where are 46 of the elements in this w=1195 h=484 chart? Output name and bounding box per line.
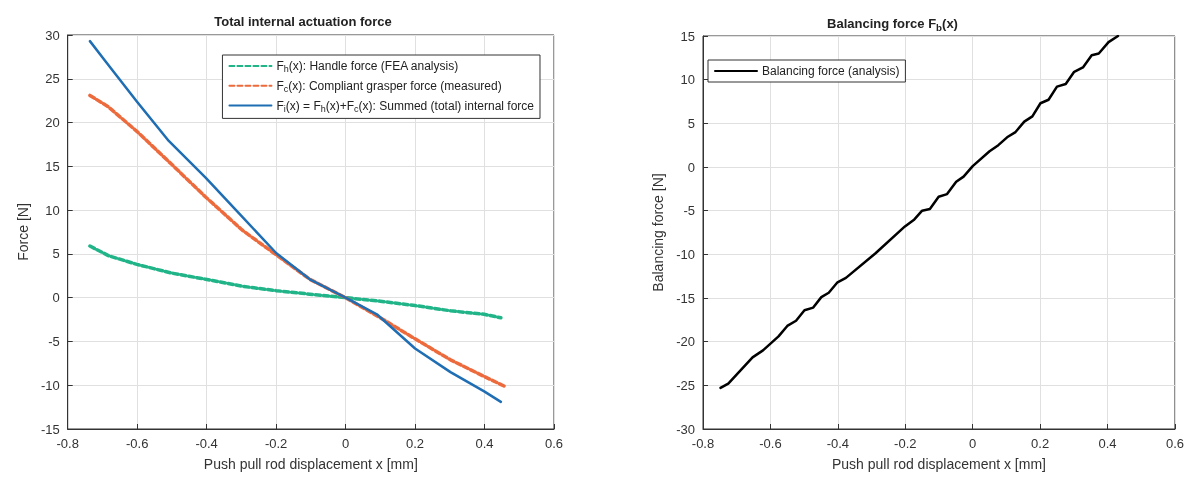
line-series <box>719 34 1120 390</box>
x-tick-label: 0.6 <box>544 436 564 451</box>
y-axis-title: Force [N] <box>15 203 31 261</box>
line-series <box>88 244 503 320</box>
y-tick-label: -30 <box>676 421 695 437</box>
line-series <box>88 93 508 389</box>
y-tick-label: 10 <box>45 202 60 218</box>
y-tick-label: 15 <box>680 28 695 44</box>
x-axis-title: Push pull rod displacement x [mm] <box>831 456 1046 472</box>
y-axis-title: Balancing force [N] <box>650 173 667 292</box>
x-tick-label: -0.6 <box>125 436 149 451</box>
y-tick-label: 15 <box>45 158 60 174</box>
line-series <box>88 39 503 404</box>
y-tick-label: -20 <box>676 334 695 350</box>
y-tick-label: 30 <box>45 27 60 43</box>
x-tick-label: -0.4 <box>826 436 850 451</box>
x-tick-label: -0.2 <box>264 436 288 451</box>
y-tick-label: -5 <box>683 203 695 219</box>
y-tick-label: 5 <box>687 115 695 131</box>
legend-label: Balancing force (analysis) <box>762 64 900 78</box>
y-tick-label: -5 <box>48 333 60 349</box>
x-tick-label: 0.2 <box>1031 436 1050 451</box>
y-tick-label: 25 <box>45 71 60 87</box>
y-tick-label: -25 <box>676 377 695 393</box>
x-axis-title: Push pull rod displacement x [mm] <box>203 456 418 472</box>
x-tick-label: -0.8 <box>56 436 79 451</box>
x-tick-label: -0.4 <box>195 436 218 451</box>
y-tick-label: 0 <box>687 159 695 175</box>
x-tick-label: 0 <box>969 436 977 451</box>
x-tick-label: -0.6 <box>759 436 782 451</box>
y-tick-label: 20 <box>45 115 60 131</box>
x-tick-label: 0.4 <box>1098 436 1117 451</box>
x-tick-label: 0.6 <box>1165 436 1184 451</box>
x-tick-label: 0.2 <box>406 436 425 451</box>
y-tick-label: -15 <box>40 421 60 437</box>
x-tick-label: -0.8 <box>691 436 715 451</box>
y-tick-label: 10 <box>680 72 695 88</box>
x-tick-label: 0 <box>341 436 350 451</box>
y-tick-label: -15 <box>676 290 695 306</box>
y-tick-label: -10 <box>40 377 60 393</box>
y-tick-label: 5 <box>52 246 60 262</box>
x-tick-label: 0.4 <box>475 436 494 451</box>
y-tick-label: -10 <box>676 246 695 262</box>
x-tick-label: -0.2 <box>894 436 917 451</box>
y-tick-label: 0 <box>52 290 60 306</box>
chart-title: Total internal actuation force <box>214 14 392 29</box>
